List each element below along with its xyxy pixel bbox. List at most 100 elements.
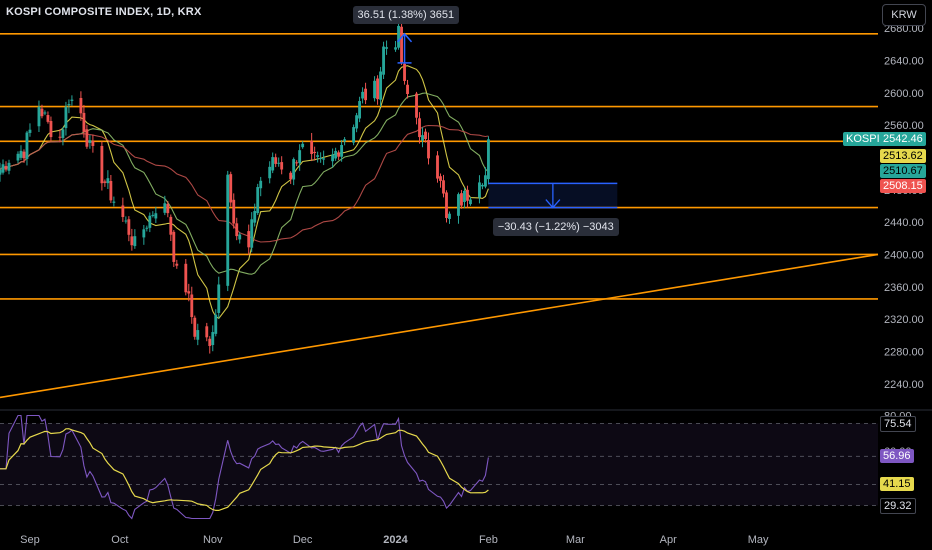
candle[interactable]	[361, 87, 365, 104]
candle[interactable]	[217, 276, 221, 319]
candle[interactable]	[427, 132, 430, 165]
candle[interactable]	[340, 139, 344, 162]
candle[interactable]	[79, 91, 83, 121]
candle[interactable]	[238, 231, 242, 244]
rsi-line[interactable]	[0, 414, 489, 520]
candle[interactable]	[196, 323, 200, 346]
candle[interactable]	[166, 200, 170, 218]
candle[interactable]	[289, 171, 293, 184]
candle[interactable]	[268, 161, 272, 184]
candle[interactable]	[484, 167, 487, 189]
candle[interactable]	[88, 134, 92, 149]
candle[interactable]	[67, 99, 71, 114]
candle[interactable]	[250, 212, 254, 253]
candle[interactable]	[163, 195, 167, 216]
candle[interactable]	[253, 203, 257, 227]
candle[interactable]	[82, 104, 86, 138]
candle[interactable]	[133, 229, 137, 249]
candle[interactable]	[127, 216, 131, 242]
candle[interactable]	[103, 179, 107, 187]
candle[interactable]	[148, 212, 152, 233]
candle[interactable]	[277, 157, 281, 167]
candle[interactable]	[385, 40, 388, 55]
candle[interactable]	[145, 225, 149, 232]
candle[interactable]	[424, 128, 427, 143]
candle[interactable]	[109, 175, 113, 204]
candle[interactable]	[463, 187, 466, 209]
candle[interactable]	[448, 211, 451, 224]
candle[interactable]	[355, 112, 359, 133]
candle[interactable]	[436, 151, 439, 183]
candle[interactable]	[175, 259, 179, 269]
candle[interactable]	[130, 228, 134, 251]
candle[interactable]	[142, 225, 146, 245]
candle[interactable]	[49, 116, 53, 142]
candle[interactable]	[154, 206, 158, 224]
candle[interactable]	[421, 127, 424, 148]
candle[interactable]	[256, 183, 260, 215]
candle[interactable]	[343, 137, 347, 146]
candle[interactable]	[334, 147, 338, 161]
candle[interactable]	[406, 79, 409, 99]
candle[interactable]	[190, 286, 194, 324]
candle[interactable]	[121, 197, 125, 222]
currency-button[interactable]: KRW	[882, 4, 926, 26]
candle[interactable]	[193, 315, 197, 340]
candle[interactable]	[445, 190, 448, 223]
candle[interactable]	[151, 211, 155, 218]
candle[interactable]	[316, 151, 320, 163]
candle[interactable]	[382, 41, 385, 80]
candle[interactable]	[22, 149, 26, 163]
candle[interactable]	[337, 150, 341, 160]
candle[interactable]	[271, 152, 275, 174]
candle[interactable]	[295, 160, 299, 167]
candle[interactable]	[259, 176, 263, 197]
candle[interactable]	[85, 124, 89, 149]
candle[interactable]	[112, 196, 116, 207]
candle[interactable]	[232, 193, 236, 229]
candle[interactable]	[469, 197, 472, 206]
candle[interactable]	[322, 150, 326, 166]
candle[interactable]	[319, 152, 323, 163]
candle[interactable]	[4, 161, 8, 172]
candle[interactable]	[37, 100, 41, 133]
candle[interactable]	[184, 259, 188, 296]
candle[interactable]	[106, 170, 110, 190]
candle[interactable]	[0, 162, 2, 182]
candle[interactable]	[310, 132, 314, 162]
candle[interactable]	[358, 96, 362, 123]
candle[interactable]	[478, 175, 481, 204]
candle[interactable]	[205, 322, 209, 342]
candle[interactable]	[91, 134, 95, 153]
candle[interactable]	[298, 144, 302, 171]
candle[interactable]	[28, 123, 32, 137]
candle[interactable]	[292, 157, 296, 186]
candle[interactable]	[229, 171, 233, 207]
candle[interactable]	[442, 174, 445, 198]
candle[interactable]	[40, 104, 44, 119]
candle[interactable]	[460, 189, 463, 209]
candle[interactable]	[364, 82, 368, 105]
candle[interactable]	[487, 136, 490, 185]
candle[interactable]	[100, 141, 104, 191]
candle[interactable]	[46, 111, 50, 124]
trend-line[interactable]	[0, 253, 879, 399]
candle[interactable]	[169, 214, 173, 242]
candle[interactable]	[301, 141, 305, 149]
candle[interactable]	[376, 75, 379, 105]
candle[interactable]	[280, 156, 284, 175]
candle[interactable]	[313, 146, 317, 161]
candle[interactable]	[274, 153, 278, 168]
candle[interactable]	[7, 159, 11, 175]
candle[interactable]	[235, 217, 239, 241]
candle[interactable]	[373, 76, 376, 102]
candle[interactable]	[211, 325, 215, 352]
candle[interactable]	[16, 151, 20, 164]
candle[interactable]	[226, 170, 230, 292]
candle[interactable]	[394, 40, 397, 52]
candle[interactable]	[124, 216, 128, 224]
candle[interactable]	[172, 230, 176, 268]
candle[interactable]	[481, 183, 484, 190]
candle[interactable]	[457, 192, 460, 224]
